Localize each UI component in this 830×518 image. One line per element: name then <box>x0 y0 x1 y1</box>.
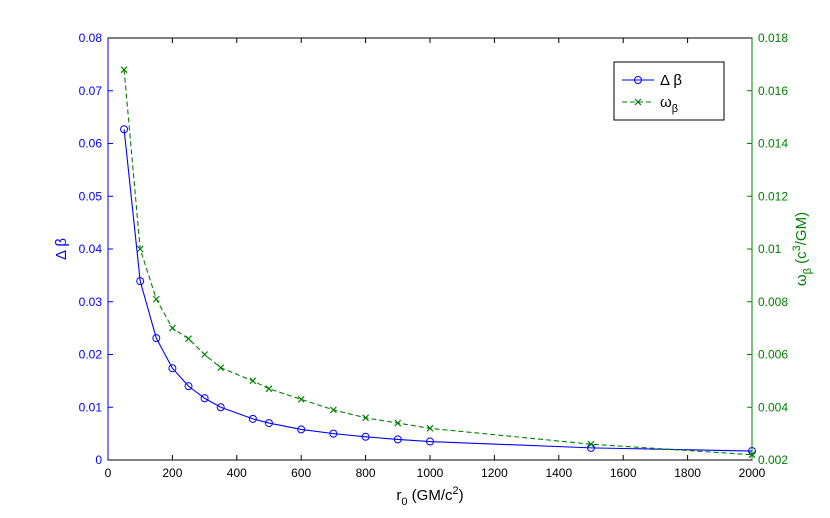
data-point <box>393 435 402 444</box>
right-y-tick-label: 0.006 <box>758 348 788 362</box>
x-tick-label: 1600 <box>610 466 637 480</box>
series-2 <box>120 66 756 459</box>
data-point <box>361 432 370 441</box>
left-y-tick-label: 0.01 <box>79 400 103 414</box>
legend-label: Δ β <box>660 72 682 89</box>
data-point <box>362 414 370 422</box>
legend-entry: ωβ <box>622 94 678 115</box>
x-axis-label: r0 (GM/c2) <box>396 485 463 508</box>
x-tick-label: 1200 <box>481 466 508 480</box>
data-point <box>634 76 642 84</box>
x-axis-ticks: 0 200 400 600 800 1000 1200 1400 1600 1800 2000 <box>105 38 766 480</box>
series-line <box>123 69 753 456</box>
data-point <box>426 437 434 446</box>
data-point <box>249 377 257 385</box>
data-point <box>426 424 434 432</box>
right-y-tick-label: 0.01 <box>758 242 782 256</box>
left-y-tick-label: 0.06 <box>79 137 103 151</box>
data-point <box>136 245 144 253</box>
x-tick-label: 200 <box>162 466 182 480</box>
data-point <box>634 98 642 106</box>
x-tick-label: 0 <box>105 466 112 480</box>
left-y-tick-label: 0.02 <box>79 348 103 362</box>
data-point <box>184 382 193 391</box>
x-tick-label: 1000 <box>417 466 444 480</box>
legend-box <box>613 61 725 121</box>
data-point <box>217 364 225 372</box>
x-tick-label: 400 <box>227 466 247 480</box>
left-y-tick-label: 0.03 <box>79 295 103 309</box>
data-point <box>329 429 338 438</box>
data-point <box>587 440 595 448</box>
data-point <box>200 394 209 403</box>
series-1 <box>120 125 756 456</box>
x-tick-label: 1400 <box>545 466 572 480</box>
data-point <box>329 406 337 414</box>
right-y-tick-label: 0.004 <box>758 400 788 414</box>
legend-entry: Δ β <box>622 72 682 89</box>
right-y-tick-label: 0.018 <box>758 31 788 45</box>
right-y-tick-label: 0.016 <box>758 84 788 98</box>
data-point <box>168 364 177 373</box>
data-point <box>216 403 225 412</box>
data-point <box>297 395 305 403</box>
x-tick-label: 800 <box>356 466 376 480</box>
data-point <box>168 324 176 332</box>
left-y-tick-label: 0.08 <box>79 31 103 45</box>
series-line <box>123 129 753 452</box>
right-y-tick-label: 0.012 <box>758 189 788 203</box>
left-y-tick-label: 0.05 <box>79 189 103 203</box>
x-tick-label: 2000 <box>739 466 766 480</box>
right-y-axis-ticks: 0.002 0.004 0.006 0.008 0.01 0.012 0.014 0.016 0… <box>747 31 788 467</box>
legend-label: ωβ <box>660 94 678 115</box>
series-layer <box>120 66 756 459</box>
x-tick-label: 1800 <box>674 466 701 480</box>
left-y-axis-ticks: 0 0.01 0.02 0.03 0.04 0.05 0.06 0.07 0.08 <box>79 31 113 467</box>
right-y-tick-label: 0.014 <box>758 137 788 151</box>
right-y-axis-label: ωβ (c3/GM) <box>791 212 814 286</box>
right-y-tick-label: 0.008 <box>758 295 788 309</box>
data-point <box>136 277 145 286</box>
data-point <box>297 425 306 434</box>
left-y-tick-label: 0.07 <box>79 84 103 98</box>
left-y-tick-label: 0.04 <box>79 242 103 256</box>
x-tick-label: 600 <box>291 466 311 480</box>
data-point <box>120 66 128 74</box>
data-point <box>120 125 129 134</box>
data-point <box>265 419 273 428</box>
data-point <box>201 351 209 358</box>
data-point <box>152 295 160 303</box>
right-y-tick-label: 0.002 <box>758 453 788 467</box>
left-y-tick-label: 0 <box>95 453 102 467</box>
data-point <box>152 334 161 343</box>
data-point <box>394 419 402 427</box>
legend: Δ β ωβ <box>613 61 725 121</box>
data-point <box>265 385 273 393</box>
data-point <box>248 414 257 423</box>
left-y-axis-label: Δ β <box>53 238 70 260</box>
data-point <box>185 335 192 343</box>
